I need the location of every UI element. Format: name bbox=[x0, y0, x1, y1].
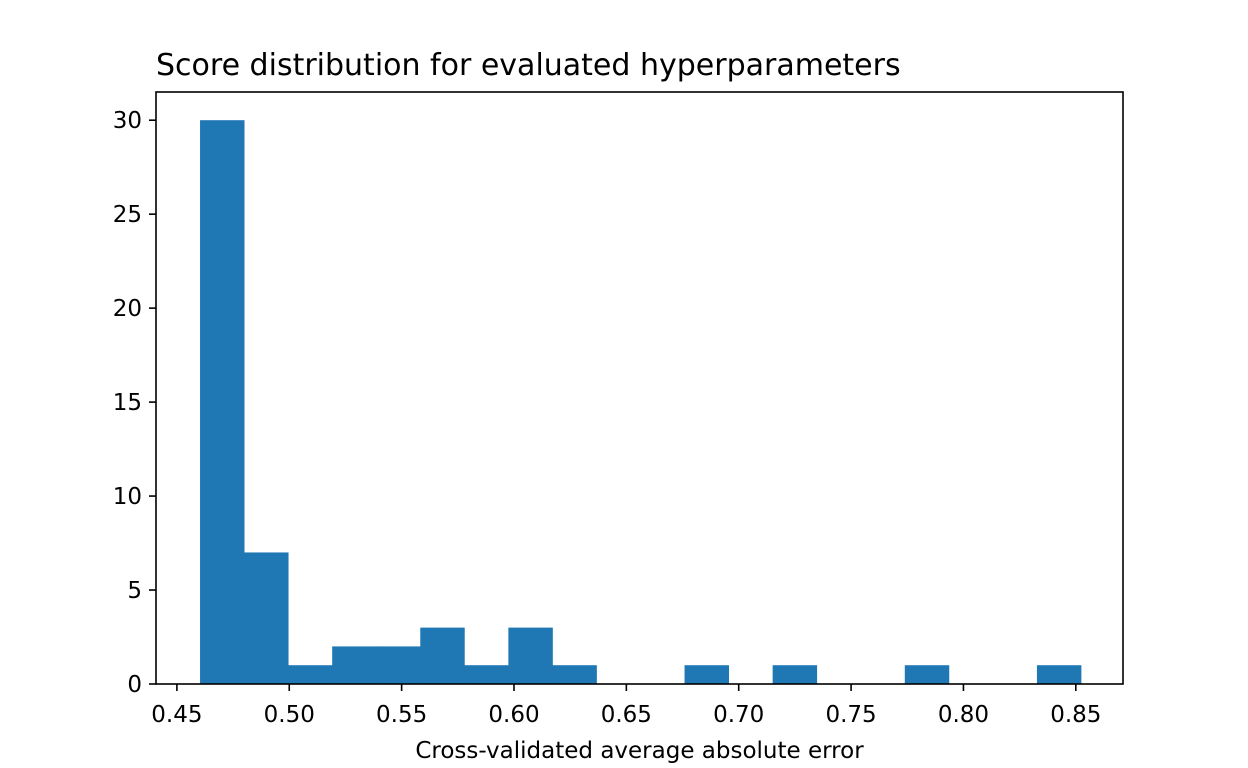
x-tick-label: 0.85 bbox=[1050, 702, 1101, 728]
x-tick-label: 0.80 bbox=[938, 702, 989, 728]
histogram-bar-13 bbox=[772, 665, 818, 684]
histogram-bars bbox=[200, 120, 1082, 684]
histogram-bar-8 bbox=[552, 665, 597, 684]
histogram-bar-2 bbox=[288, 665, 333, 684]
histogram-bar-19 bbox=[1036, 665, 1082, 684]
y-tick-label: 0 bbox=[127, 672, 142, 698]
x-tick-label: 0.75 bbox=[825, 702, 876, 728]
histogram-bar-16 bbox=[904, 665, 950, 684]
y-tick-label: 25 bbox=[113, 202, 142, 228]
x-tick-label: 0.55 bbox=[376, 702, 427, 728]
x-tick-label: 0.60 bbox=[488, 702, 539, 728]
histogram-bar-5 bbox=[420, 627, 465, 684]
y-tick-label: 5 bbox=[127, 578, 142, 604]
x-axis-label: Cross-validated average absolute error bbox=[415, 738, 864, 764]
x-tick-label: 0.70 bbox=[713, 702, 764, 728]
x-tick-label: 0.65 bbox=[601, 702, 652, 728]
histogram-bar-4 bbox=[376, 646, 421, 684]
histogram-bar-7 bbox=[508, 627, 553, 684]
x-tick-label: 0.50 bbox=[264, 702, 315, 728]
y-tick-label: 20 bbox=[113, 296, 142, 322]
y-axis-ticks: 0 5 10 15 20 25 30 bbox=[113, 108, 156, 698]
histogram-bar-6 bbox=[464, 665, 509, 684]
histogram-bar-1 bbox=[244, 552, 289, 684]
chart-title: Score distribution for evaluated hyperpa… bbox=[156, 48, 901, 83]
plot-area-frame bbox=[155, 91, 1124, 685]
y-tick-label: 30 bbox=[113, 108, 142, 134]
histogram-bar-0 bbox=[200, 120, 245, 684]
x-tick-label: 0.45 bbox=[151, 702, 202, 728]
histogram-bar-11 bbox=[684, 665, 730, 684]
x-axis-ticks: 0.45 0.50 0.55 0.60 0.65 0.70 0.75 0.80 0.85 bbox=[151, 684, 1101, 728]
y-tick-label: 10 bbox=[113, 484, 142, 510]
histogram-bar-3 bbox=[332, 646, 377, 684]
y-tick-label: 15 bbox=[113, 390, 142, 416]
